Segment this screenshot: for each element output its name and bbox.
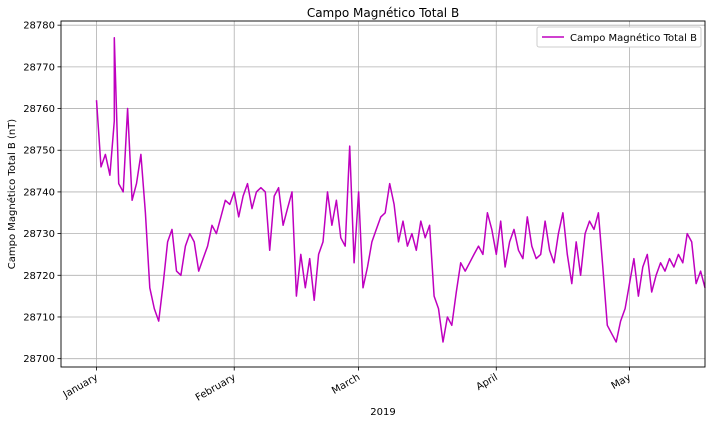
grid <box>61 21 705 367</box>
y-tick-label: 28720 <box>23 271 55 282</box>
series-line-0 <box>95 36 706 343</box>
y-tick-label: 28770 <box>23 62 55 73</box>
y-tick-label: 28740 <box>23 187 55 198</box>
legend: Campo Magnético Total B <box>536 26 702 48</box>
plot-frame <box>60 20 706 368</box>
legend-entry: Campo Magnético Total B <box>570 32 697 44</box>
series-layer <box>95 36 706 343</box>
y-tick-label: 28710 <box>23 312 55 323</box>
x-axis-label: 2019 <box>370 407 395 418</box>
y-tick-label: 28750 <box>23 146 55 157</box>
y-tick-label: 28760 <box>23 104 55 115</box>
legend-box <box>536 26 702 48</box>
y-tick-label: 28780 <box>23 21 55 32</box>
chart-title: Campo Magnético Total B <box>307 6 459 20</box>
y-tick-label: 28700 <box>23 354 55 365</box>
y-tick-label: 28730 <box>23 229 55 240</box>
y-axis: 28700 28710 28720 28730 28740 28750 28760 28770… <box>23 21 61 365</box>
y-axis-label: Campo Magnético Total B (nT) <box>6 119 18 270</box>
